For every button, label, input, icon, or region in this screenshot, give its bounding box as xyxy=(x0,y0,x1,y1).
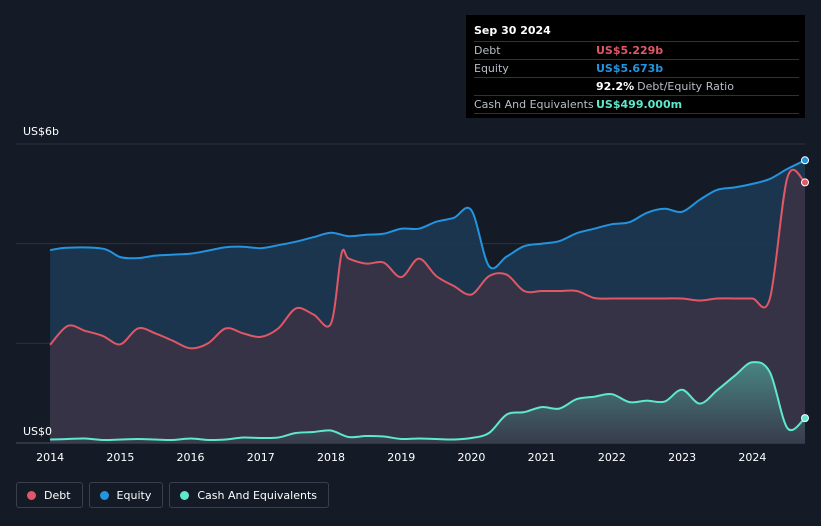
legend-item-cash[interactable]: Cash And Equivalents xyxy=(169,482,329,508)
legend-equity-label: Equity xyxy=(116,488,152,502)
x-tick-2023: 2023 xyxy=(668,451,696,464)
x-axis-ticks: 2014 2015 2016 2017 2018 2019 2020 2021 2022 2023… xyxy=(36,451,766,464)
chart-legend: Debt Equity Cash And Equivalents xyxy=(16,482,329,510)
x-tick-2022: 2022 xyxy=(598,451,626,464)
cash-end-marker[interactable] xyxy=(801,414,809,423)
legend-item-debt[interactable]: Debt xyxy=(16,482,83,508)
tooltip-ratio-caption: Debt/Equity Ratio xyxy=(637,80,734,93)
tooltip-ratio-value: 92.2% xyxy=(596,80,635,93)
tooltip-row-equity: Equity US$5.673b xyxy=(474,59,799,77)
x-tick-2017: 2017 xyxy=(247,451,275,464)
x-tick-2014: 2014 xyxy=(36,451,64,464)
tooltip-date: Sep 30 2024 xyxy=(474,24,551,37)
debt-end-marker[interactable] xyxy=(801,178,809,187)
tooltip-equity-label: Equity xyxy=(474,62,509,75)
x-tick-2021: 2021 xyxy=(528,451,556,464)
y-axis-top-label: US$6b xyxy=(23,125,59,138)
x-tick-2019: 2019 xyxy=(387,451,415,464)
tooltip-row-ratio: 92.2% Debt/Equity Ratio xyxy=(474,77,799,95)
tooltip-cash-label: Cash And Equivalents xyxy=(474,98,594,111)
debt-dot-icon xyxy=(27,490,36,500)
debt-line[interactable] xyxy=(49,168,806,350)
legend-debt-label: Debt xyxy=(44,488,71,502)
data-tooltip: Sep 30 2024 Debt US$5.229b Equity US$5.6… xyxy=(466,15,805,118)
x-tick-2024: 2024 xyxy=(738,451,766,464)
legend-cash-label: Cash And Equivalents xyxy=(197,488,317,502)
tooltip-ratio-label xyxy=(474,78,596,95)
equity-end-marker[interactable] xyxy=(801,156,809,165)
x-tick-2016: 2016 xyxy=(177,451,205,464)
tooltip-debt-label: Debt xyxy=(474,44,501,57)
x-tick-2018: 2018 xyxy=(317,451,345,464)
legend-item-equity[interactable]: Equity xyxy=(88,482,164,508)
tooltip-row-cash: Cash And Equivalents US$499.000m xyxy=(474,95,799,114)
x-tick-2015: 2015 xyxy=(106,451,134,464)
debt-area xyxy=(50,169,806,443)
tooltip-cash-value: US$499.000m xyxy=(596,98,683,111)
y-axis-bottom-label: US$0 xyxy=(23,425,52,438)
equity-dot-icon xyxy=(99,490,109,500)
x-tick-2020: 2020 xyxy=(457,451,485,464)
cash-line[interactable] xyxy=(50,361,806,442)
tooltip-debt-value: US$5.229b xyxy=(596,44,664,57)
equity-line[interactable] xyxy=(49,159,806,270)
cash-dot-icon xyxy=(180,490,190,500)
cash-area xyxy=(50,362,806,443)
tooltip-row-debt: Debt US$5.229b xyxy=(474,41,799,59)
tooltip-equity-value: US$5.673b xyxy=(596,62,664,75)
